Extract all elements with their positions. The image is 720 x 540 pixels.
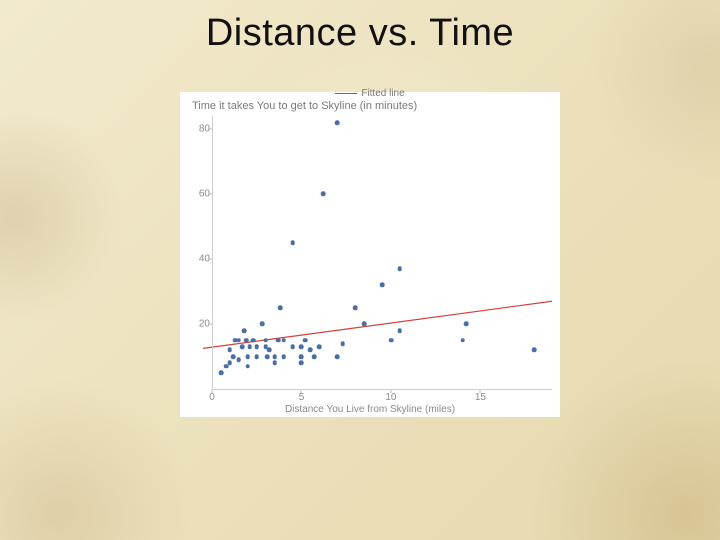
data-point xyxy=(237,338,242,343)
x-tick: 15 xyxy=(475,392,486,403)
data-point xyxy=(290,344,295,349)
data-point xyxy=(290,240,295,245)
data-point xyxy=(380,283,385,288)
data-point xyxy=(228,348,233,353)
data-point xyxy=(281,354,286,359)
y-tick: 20 xyxy=(186,319,210,330)
legend-label: Fitted line xyxy=(361,88,404,99)
chart-container: Fitted line Time it takes You to get to … xyxy=(180,92,560,417)
data-point xyxy=(272,361,277,366)
data-point xyxy=(362,322,367,327)
data-point xyxy=(299,354,304,359)
data-point xyxy=(335,354,340,359)
data-point xyxy=(398,266,403,271)
data-point xyxy=(321,192,326,197)
data-point xyxy=(265,354,270,359)
chart-legend: Fitted line xyxy=(180,88,560,99)
data-point xyxy=(335,120,340,125)
y-tick: 60 xyxy=(186,189,210,200)
data-point xyxy=(308,348,313,353)
y-tick: 80 xyxy=(186,124,210,135)
data-point xyxy=(228,361,233,366)
data-point xyxy=(254,344,259,349)
data-point xyxy=(251,338,256,343)
data-point xyxy=(317,344,322,349)
plot-area xyxy=(212,116,552,389)
data-point xyxy=(299,361,304,366)
y-axis-line xyxy=(212,116,213,389)
data-point xyxy=(245,364,250,369)
data-point xyxy=(272,354,277,359)
data-point xyxy=(263,338,268,343)
data-point xyxy=(464,322,469,327)
data-point xyxy=(312,354,317,359)
data-point xyxy=(278,305,283,310)
data-point xyxy=(247,344,252,349)
data-point xyxy=(389,338,394,343)
x-axis-label: Distance You Live from Skyline (miles) xyxy=(180,404,560,415)
data-point xyxy=(242,328,247,333)
chart-title: Time it takes You to get to Skyline (in … xyxy=(192,100,417,112)
data-point xyxy=(276,338,281,343)
data-point xyxy=(303,338,308,343)
slide-title: Distance vs. Time xyxy=(0,12,720,55)
legend-line-sample xyxy=(335,93,357,94)
data-point xyxy=(240,344,245,349)
data-point xyxy=(237,357,242,362)
x-axis-line xyxy=(212,389,552,390)
data-point xyxy=(260,322,265,327)
data-point xyxy=(245,354,250,359)
data-point xyxy=(340,341,345,346)
data-point xyxy=(299,344,304,349)
data-point xyxy=(353,305,358,310)
data-point xyxy=(244,338,249,343)
data-point xyxy=(281,338,286,343)
data-point xyxy=(267,348,272,353)
x-tick: 0 xyxy=(209,392,215,403)
x-tick: 10 xyxy=(385,392,396,403)
data-point xyxy=(254,354,259,359)
x-tick: 5 xyxy=(299,392,305,403)
data-point xyxy=(219,370,224,375)
data-point xyxy=(460,338,465,343)
data-point xyxy=(532,348,537,353)
y-tick: 40 xyxy=(186,254,210,265)
data-point xyxy=(231,354,236,359)
data-point xyxy=(398,328,403,333)
